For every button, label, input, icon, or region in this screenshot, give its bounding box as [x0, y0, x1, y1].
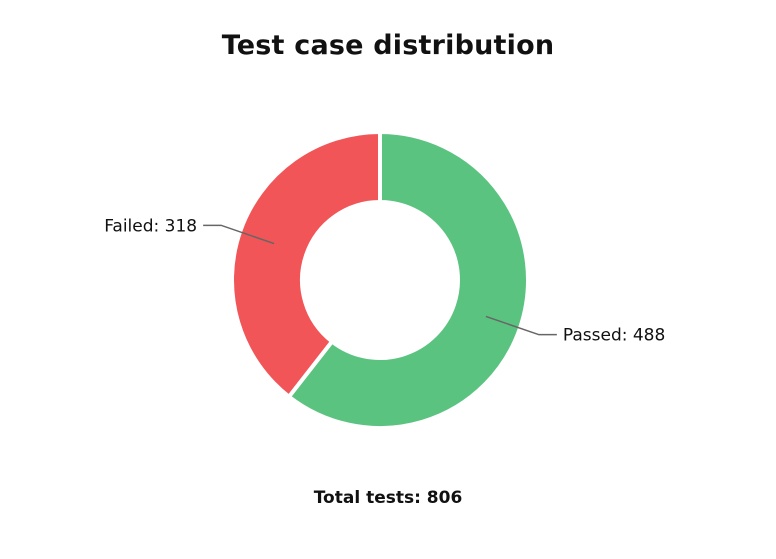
slice-label-failed: Failed: 318 — [104, 216, 197, 236]
total-tests-label: Total tests: 806 — [313, 488, 463, 508]
slice-passed — [286, 129, 530, 430]
slice-failed — [230, 129, 382, 400]
slice-label-passed: Passed: 488 — [563, 326, 665, 346]
chart-title: Test case distribution — [221, 30, 555, 61]
leader-line-passed — [485, 315, 557, 336]
leader-lines — [203, 224, 557, 336]
leader-line-failed — [203, 224, 275, 245]
donut-slices — [230, 129, 530, 430]
slice-labels: Passed: 488 Failed: 318 — [104, 216, 665, 345]
